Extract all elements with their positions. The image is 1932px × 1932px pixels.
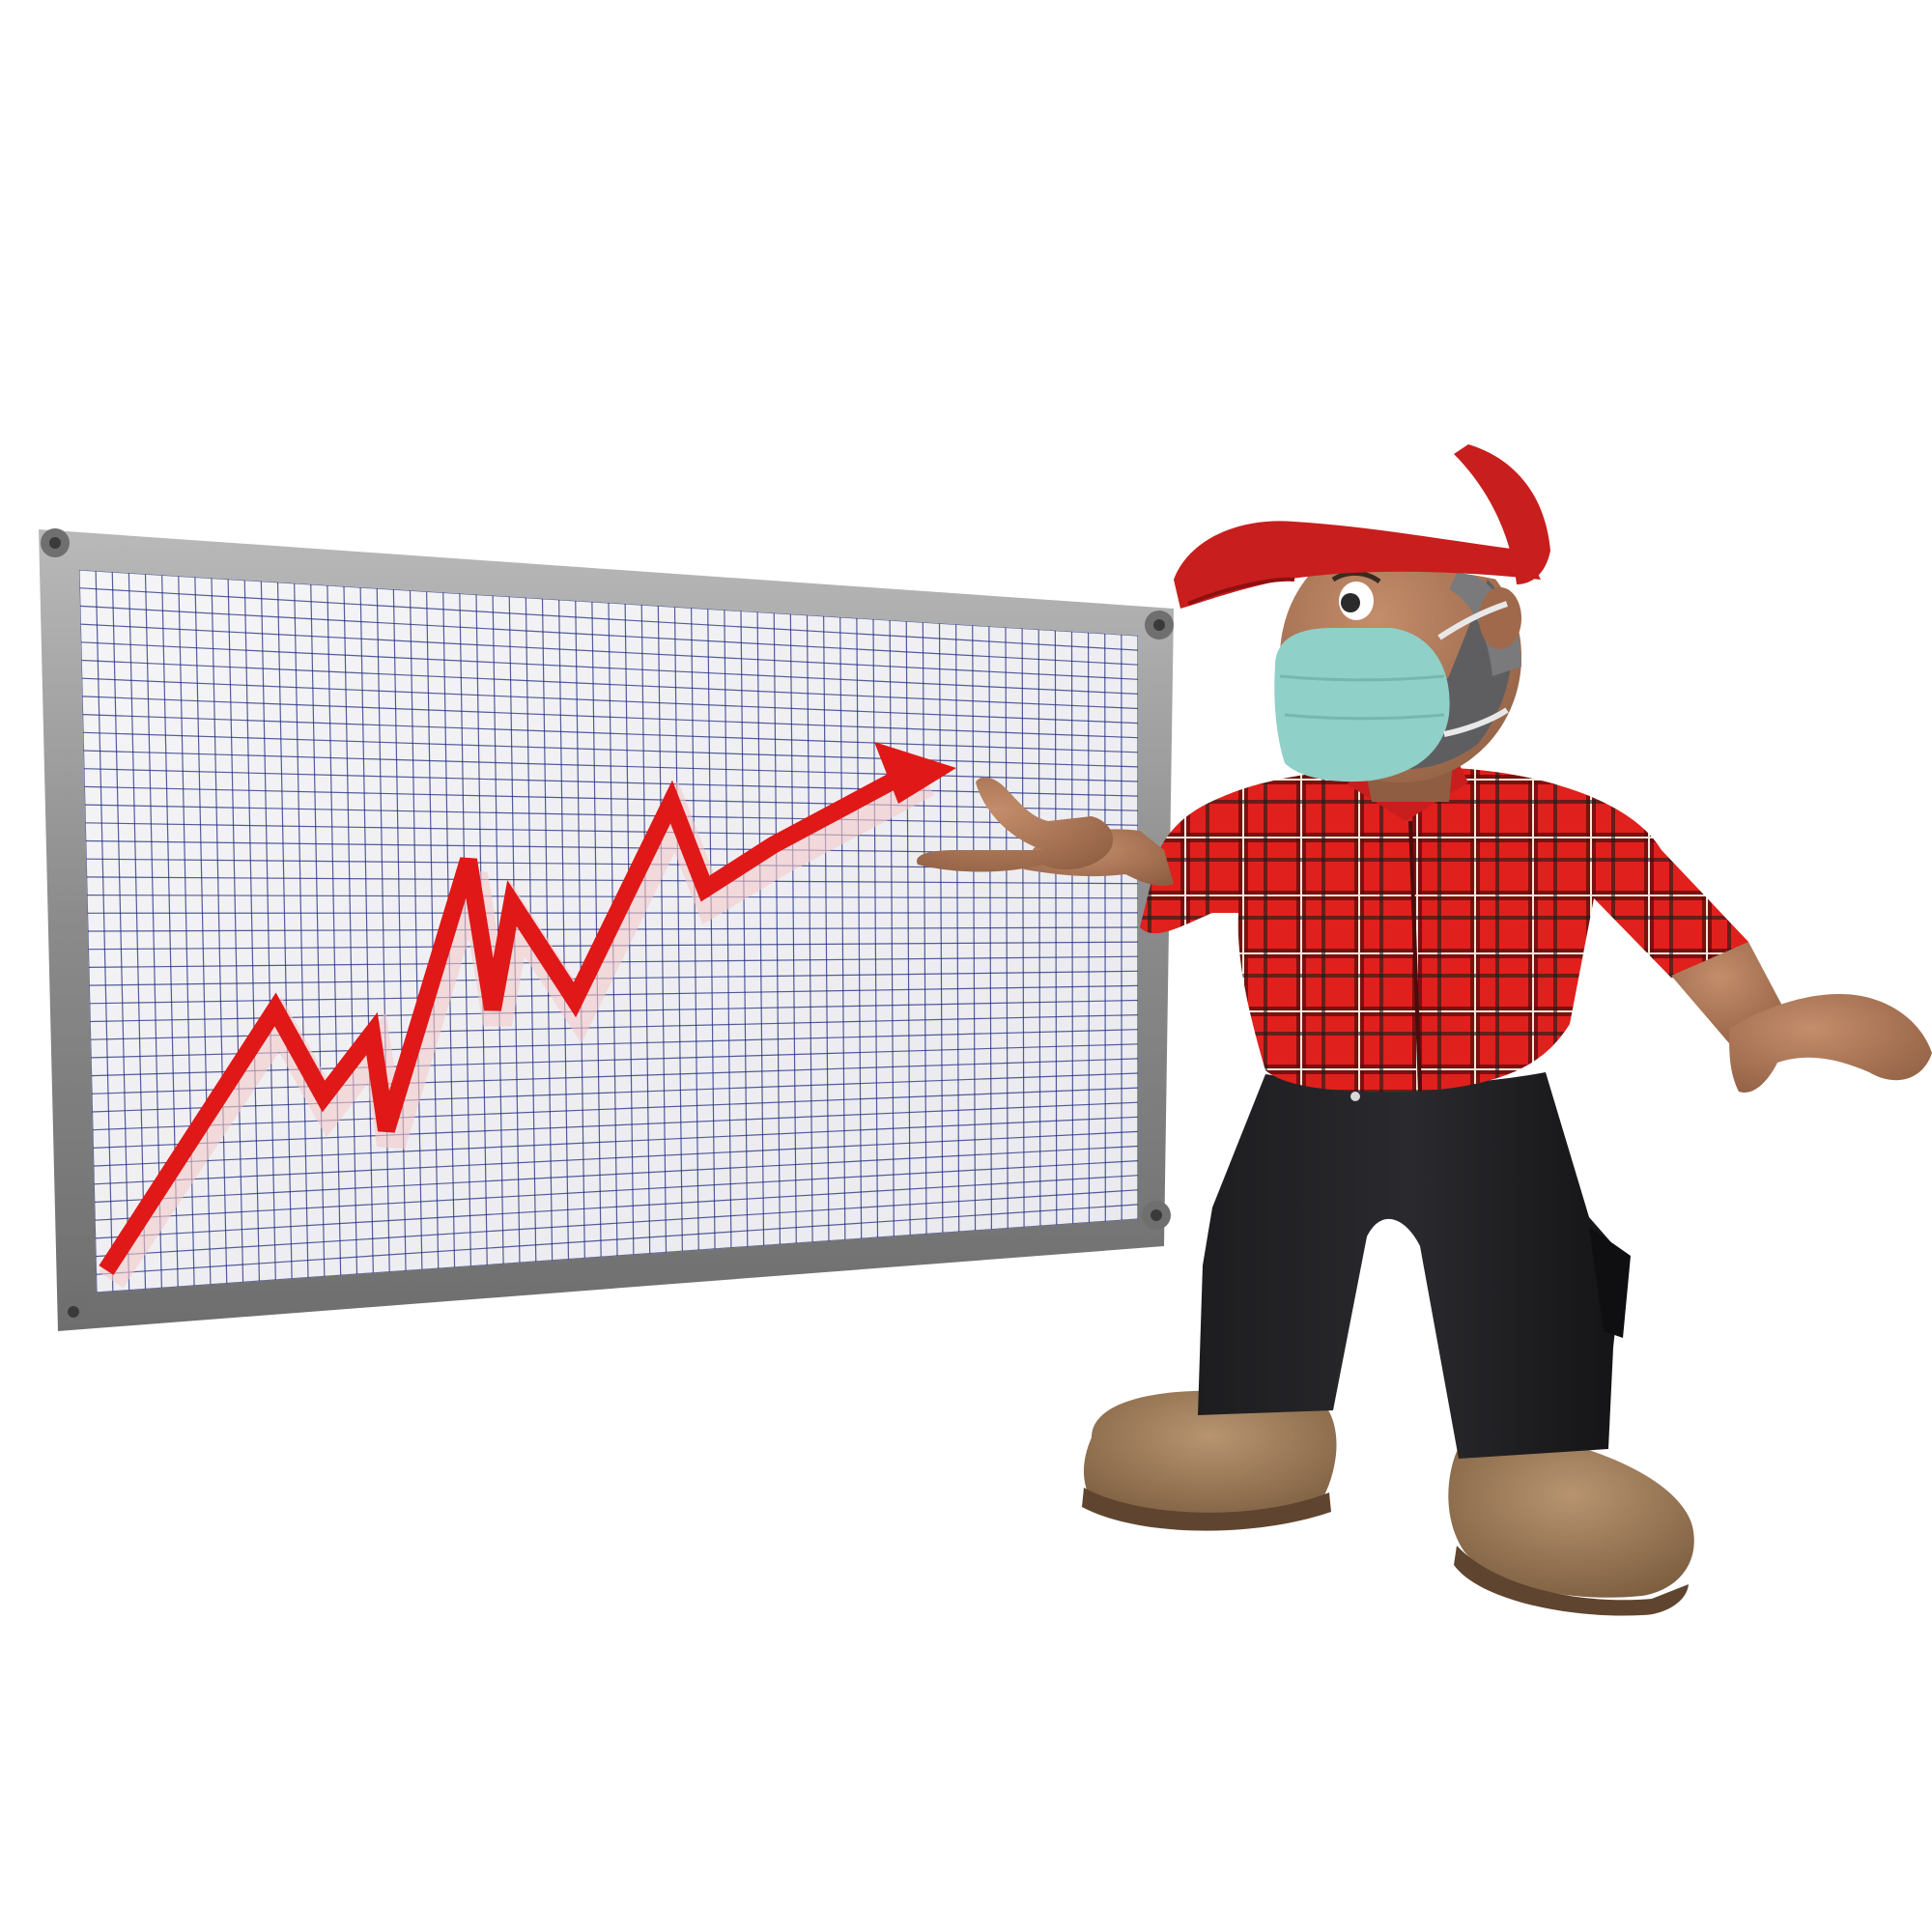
beard bbox=[1372, 580, 1513, 769]
grid-line-horizontal bbox=[92, 1087, 1138, 1131]
left-boot bbox=[1083, 1390, 1337, 1521]
grid-line-horizontal bbox=[82, 714, 1138, 753]
cap-side bbox=[1454, 444, 1550, 584]
grid-line-horizontal bbox=[92, 1058, 1138, 1094]
cap-brim bbox=[1174, 521, 1541, 609]
cargo-pocket bbox=[1589, 1227, 1631, 1338]
grid-line-horizontal bbox=[84, 785, 1138, 811]
grid-line-horizontal bbox=[96, 1189, 1138, 1258]
board-grid bbox=[79, 570, 1138, 1293]
worker-character bbox=[917, 436, 1932, 1616]
grid-line-horizontal bbox=[84, 804, 1138, 826]
grid-line-horizontal bbox=[80, 623, 1138, 680]
grid-line-horizontal bbox=[89, 970, 1138, 986]
grid-line-horizontal bbox=[92, 1072, 1138, 1113]
grid-line-horizontal bbox=[85, 822, 1138, 840]
grid-line-horizontal bbox=[80, 641, 1138, 695]
pointing-hand bbox=[917, 777, 1114, 872]
grid-line-horizontal bbox=[95, 1175, 1138, 1239]
trend-arrow-shadow bbox=[99, 769, 935, 1289]
trend-arrow bbox=[99, 742, 956, 1289]
right-boot bbox=[1448, 1439, 1694, 1598]
grid-line-horizontal bbox=[82, 696, 1138, 739]
open-hand bbox=[1729, 994, 1932, 1093]
belt-button bbox=[1350, 1092, 1360, 1101]
grid-line-horizontal bbox=[83, 731, 1138, 768]
grid-line-horizontal bbox=[79, 605, 1138, 666]
grid-line-horizontal bbox=[94, 1130, 1138, 1185]
grid-line-horizontal bbox=[81, 677, 1138, 724]
grid-line-horizontal bbox=[79, 587, 1138, 651]
grid-line-horizontal bbox=[83, 750, 1138, 782]
grid-line-horizontal bbox=[83, 768, 1138, 797]
grid-line-horizontal bbox=[96, 1204, 1138, 1275]
grid-line-horizontal bbox=[86, 876, 1138, 885]
grid-line-horizontal bbox=[93, 1116, 1138, 1167]
grid-line-horizontal bbox=[81, 659, 1138, 710]
pants bbox=[1198, 1072, 1623, 1459]
trend-arrow-line bbox=[99, 765, 913, 1275]
grid-line-horizontal bbox=[87, 894, 1138, 899]
face-mask bbox=[1274, 628, 1450, 782]
grid-line-horizontal bbox=[93, 1101, 1138, 1149]
grid-line-horizontal bbox=[94, 1145, 1138, 1204]
grid-line-horizontal bbox=[95, 1160, 1138, 1221]
trend-arrow-head bbox=[874, 742, 956, 804]
grid-line-horizontal bbox=[89, 984, 1138, 1005]
plaid-shirt bbox=[1140, 766, 1748, 1093]
ear bbox=[1479, 587, 1521, 649]
